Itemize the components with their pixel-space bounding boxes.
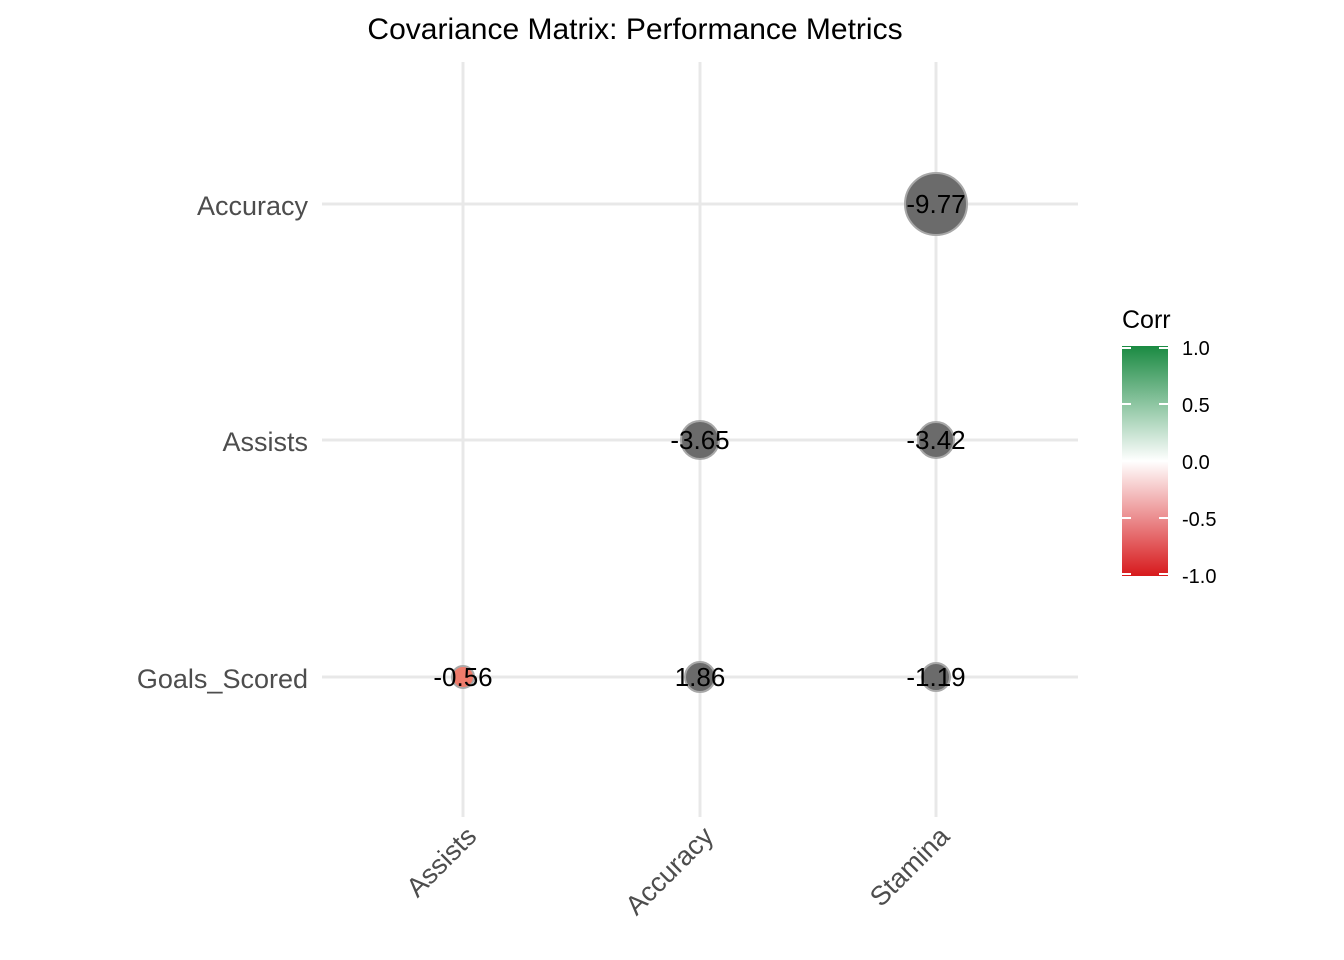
data-circle [680, 420, 720, 460]
value-label: -3.42 [906, 425, 965, 455]
data-circle [917, 421, 955, 459]
legend: Corr 1.0 0.5 0.0 -0.5 -1.0 [1122, 306, 1216, 588]
legend-tick: 1.0 [1182, 338, 1210, 360]
data-circle [684, 661, 716, 693]
value-label: -1.19 [906, 662, 965, 692]
data-circle [904, 172, 968, 236]
x-axis: Assists Accuracy Stamina [401, 820, 956, 920]
value-label: -9.77 [906, 189, 965, 219]
legend-tick: -1.0 [1182, 566, 1216, 588]
legend-tick: -0.5 [1182, 509, 1216, 531]
legend-tick: 0.5 [1182, 395, 1210, 417]
y-axis: Accuracy Assists Goals_Scored [137, 191, 309, 694]
data-circle [451, 665, 475, 689]
legend-tick: 0.0 [1182, 452, 1210, 474]
chart-title: Covariance Matrix: Performance Metrics [367, 13, 902, 46]
y-tick-label: Goals_Scored [137, 664, 308, 694]
value-labels: -9.77 -3.65 -3.42 -0.56 1.86 -1.19 [433, 189, 965, 692]
data-circle [921, 662, 951, 692]
data-points [451, 172, 968, 693]
value-label: -3.65 [670, 425, 729, 455]
legend-title: Corr [1122, 306, 1171, 334]
value-label: 1.86 [675, 662, 726, 692]
y-tick-label: Assists [222, 427, 308, 457]
value-label: -0.56 [433, 662, 492, 692]
x-tick-label: Accuracy [620, 821, 720, 921]
x-tick-label: Assists [401, 821, 483, 903]
x-tick-label: Stamina [864, 820, 956, 912]
y-tick-label: Accuracy [197, 191, 309, 221]
